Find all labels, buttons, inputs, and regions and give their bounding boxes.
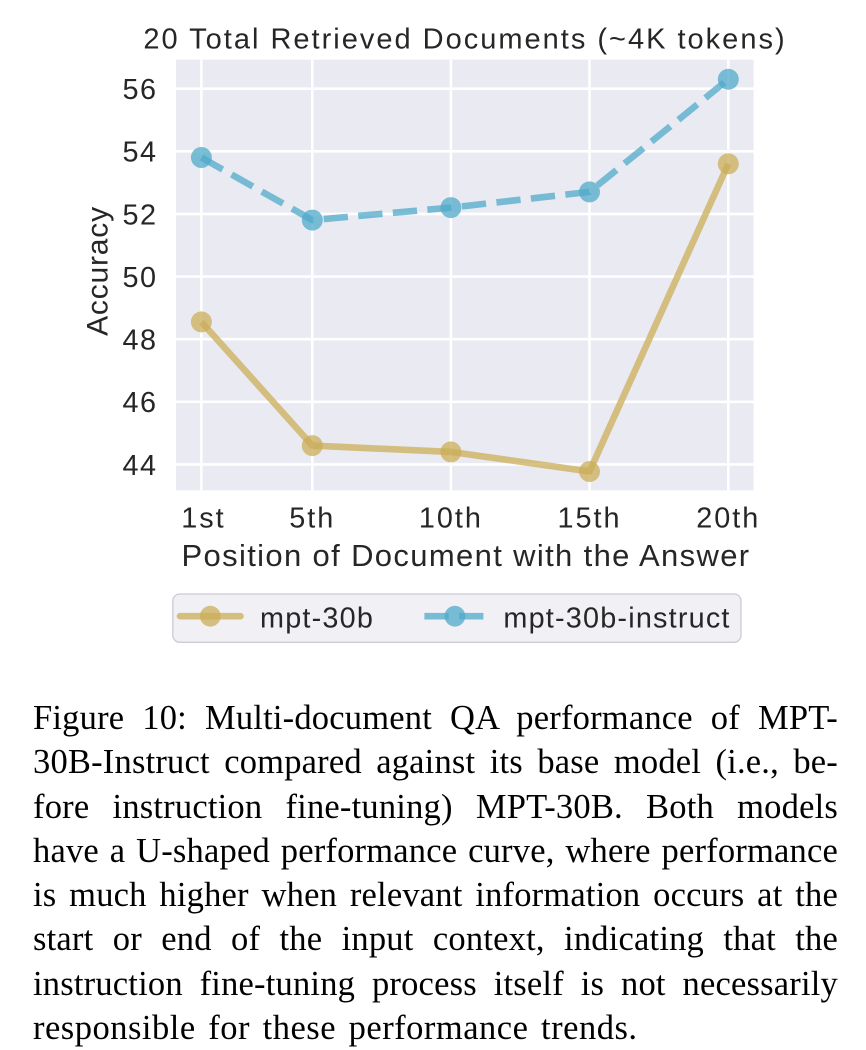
svg-text:50: 50 bbox=[122, 262, 157, 294]
svg-text:20th: 20th bbox=[696, 503, 760, 535]
svg-text:5th: 5th bbox=[289, 503, 335, 535]
svg-text:10th: 10th bbox=[419, 503, 483, 535]
svg-text:20 Total Retrieved Documents (: 20 Total Retrieved Documents (~4K tokens… bbox=[143, 24, 786, 56]
svg-text:Position of Document with the: Position of Document with the Answer bbox=[182, 538, 751, 573]
svg-text:54: 54 bbox=[122, 137, 157, 169]
svg-text:mpt-30b-instruct: mpt-30b-instruct bbox=[503, 603, 730, 635]
svg-text:56: 56 bbox=[122, 74, 157, 106]
svg-text:1st: 1st bbox=[181, 503, 225, 535]
svg-text:15th: 15th bbox=[557, 503, 621, 535]
svg-text:44: 44 bbox=[122, 450, 157, 482]
svg-text:46: 46 bbox=[122, 387, 157, 419]
svg-text:48: 48 bbox=[122, 325, 157, 357]
svg-text:52: 52 bbox=[122, 199, 157, 231]
svg-text:mpt-30b: mpt-30b bbox=[260, 603, 374, 635]
svg-text:Accuracy: Accuracy bbox=[81, 206, 114, 336]
